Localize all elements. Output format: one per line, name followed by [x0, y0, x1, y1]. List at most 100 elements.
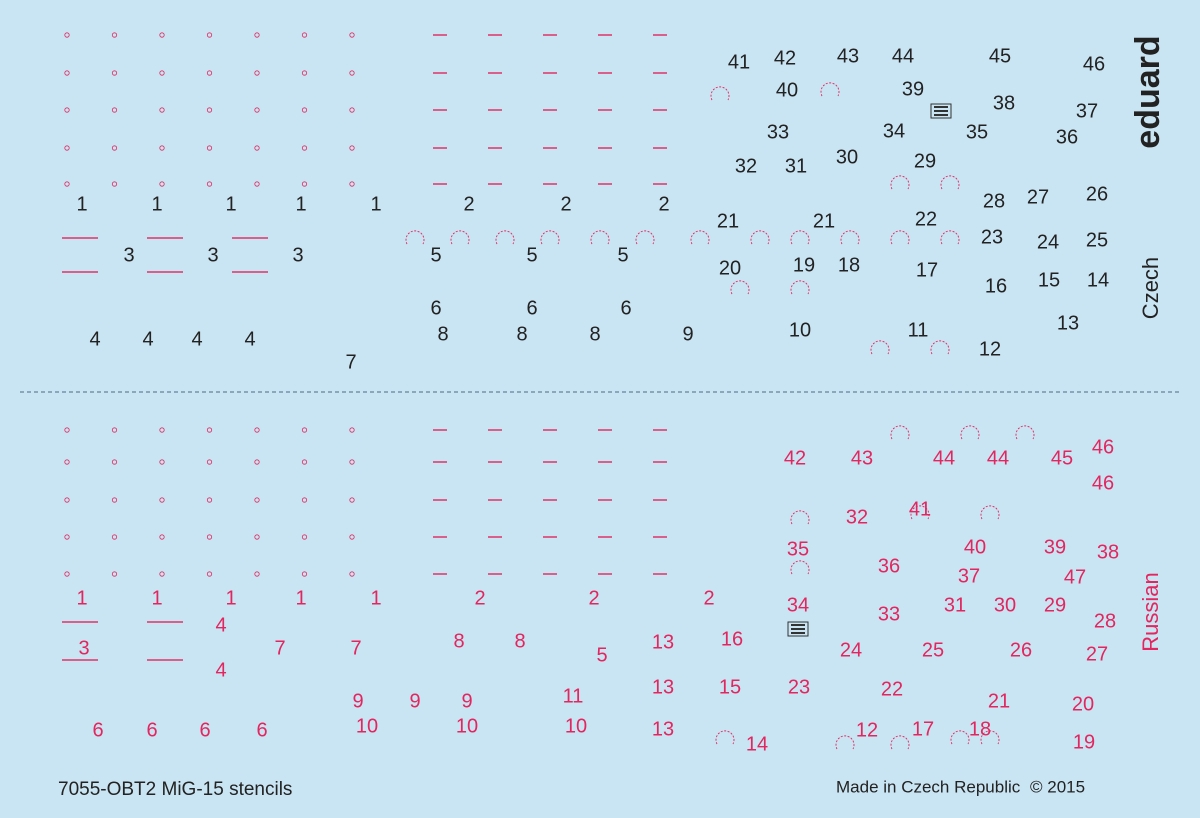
stencil-mark [980, 730, 1000, 745]
decal-number: 45 [1051, 447, 1073, 469]
stencil-mark [206, 571, 213, 577]
decal-number: 6 [620, 297, 631, 319]
decal-number: 25 [922, 639, 944, 661]
stencil-mark [543, 429, 557, 431]
stencil-mark [254, 70, 260, 76]
stencil-mark [488, 109, 502, 111]
decal-number: 1 [76, 587, 87, 609]
stencil-mark [543, 536, 557, 538]
stencil-mark [254, 571, 260, 577]
decal-number: 7 [274, 637, 285, 659]
stencil-mark [159, 145, 165, 151]
stencil-mark [206, 107, 213, 113]
decal-number: 31 [785, 155, 807, 177]
stencil-mark [653, 183, 667, 185]
decal-number: 1 [295, 193, 306, 215]
stencil-mark [950, 730, 970, 745]
stencil-mark [301, 427, 308, 433]
decal-number: 33 [878, 603, 900, 625]
decal-number: 14 [746, 733, 768, 755]
stencil-mark [62, 237, 98, 239]
stencil-mark [159, 32, 165, 38]
stencil-mark [349, 145, 355, 151]
decal-number: 8 [437, 323, 448, 345]
stencil-mark [349, 70, 355, 76]
decal-number: 23 [981, 226, 1003, 248]
decal-number: 21 [813, 210, 835, 232]
stencil-mark [111, 107, 118, 113]
stencil-mark [690, 230, 710, 245]
stencil-mark [433, 536, 447, 538]
decal-number: 17 [916, 259, 938, 281]
decal-number: 12 [856, 719, 878, 741]
decal-number: 42 [784, 447, 806, 469]
decal-number: 44 [933, 447, 955, 469]
stencil-mark [349, 181, 355, 187]
decal-number: 24 [1037, 231, 1059, 253]
stencil-mark [635, 230, 655, 245]
stencil-mark [111, 534, 118, 540]
stencil-mark [433, 573, 447, 575]
stencil-mark [254, 181, 260, 187]
stencil-mark [301, 497, 308, 503]
decal-number: 4 [215, 659, 226, 681]
stencil-mark [64, 70, 70, 76]
stencil-mark [111, 497, 118, 503]
stencil-mark [64, 534, 70, 540]
stencil-mark [960, 425, 980, 440]
stencil-mark [543, 34, 557, 36]
decal-number: 5 [617, 244, 628, 266]
decal-number: 30 [994, 594, 1016, 616]
decal-number: 40 [964, 536, 986, 558]
stencil-mark [433, 183, 447, 185]
stencil-mark [254, 145, 260, 151]
decal-number: 16 [721, 628, 743, 650]
decal-number: 11 [908, 319, 929, 341]
stencil-mark [940, 230, 960, 245]
decal-number: 3 [78, 637, 89, 659]
stencil-mark [598, 536, 612, 538]
decal-number: 4 [244, 328, 255, 350]
decal-number: 41 [728, 51, 750, 73]
stencil-mark [301, 70, 308, 76]
stencil-mark [980, 505, 1000, 520]
stencil-mark [206, 427, 213, 433]
stencil-mark [254, 497, 260, 503]
stencil-mark [598, 461, 612, 463]
decal-number: 1 [151, 193, 162, 215]
stencil-mark [159, 571, 165, 577]
decal-number: 6 [146, 719, 157, 741]
stencil-mark [349, 459, 355, 465]
decal-number: 2 [588, 587, 599, 609]
stencil-mark [111, 70, 118, 76]
stencil-mark [653, 499, 667, 501]
decal-number: 9 [409, 690, 420, 712]
decal-number: 23 [788, 676, 810, 698]
stencil-mark [790, 280, 810, 295]
decal-number: 4 [215, 614, 226, 636]
decal-number: 6 [256, 719, 267, 741]
stencil-mark [543, 183, 557, 185]
stencil-mark [62, 659, 98, 661]
decal-number: 43 [851, 447, 873, 469]
decal-number: 36 [1056, 126, 1078, 148]
stencil-mark [64, 181, 70, 187]
stencil-mark [206, 145, 213, 151]
decal-number: 18 [838, 254, 860, 276]
stencil-mark [433, 461, 447, 463]
stencil-mark [495, 230, 515, 245]
stencil-mark [840, 230, 860, 245]
decal-number: 43 [837, 45, 859, 67]
stencil-mark [653, 147, 667, 149]
origin: Made in Czech Republic [836, 777, 1021, 796]
stencil-mark [543, 147, 557, 149]
decal-number: 27 [1027, 186, 1049, 208]
stencil-mark [147, 237, 183, 239]
decal-number: 20 [1072, 693, 1094, 715]
decal-number: 3 [123, 244, 134, 266]
decal-number: 2 [703, 587, 714, 609]
decal-number: 27 [1086, 643, 1108, 665]
stencil-mark [254, 534, 260, 540]
decal-number: 46 [1083, 53, 1105, 75]
